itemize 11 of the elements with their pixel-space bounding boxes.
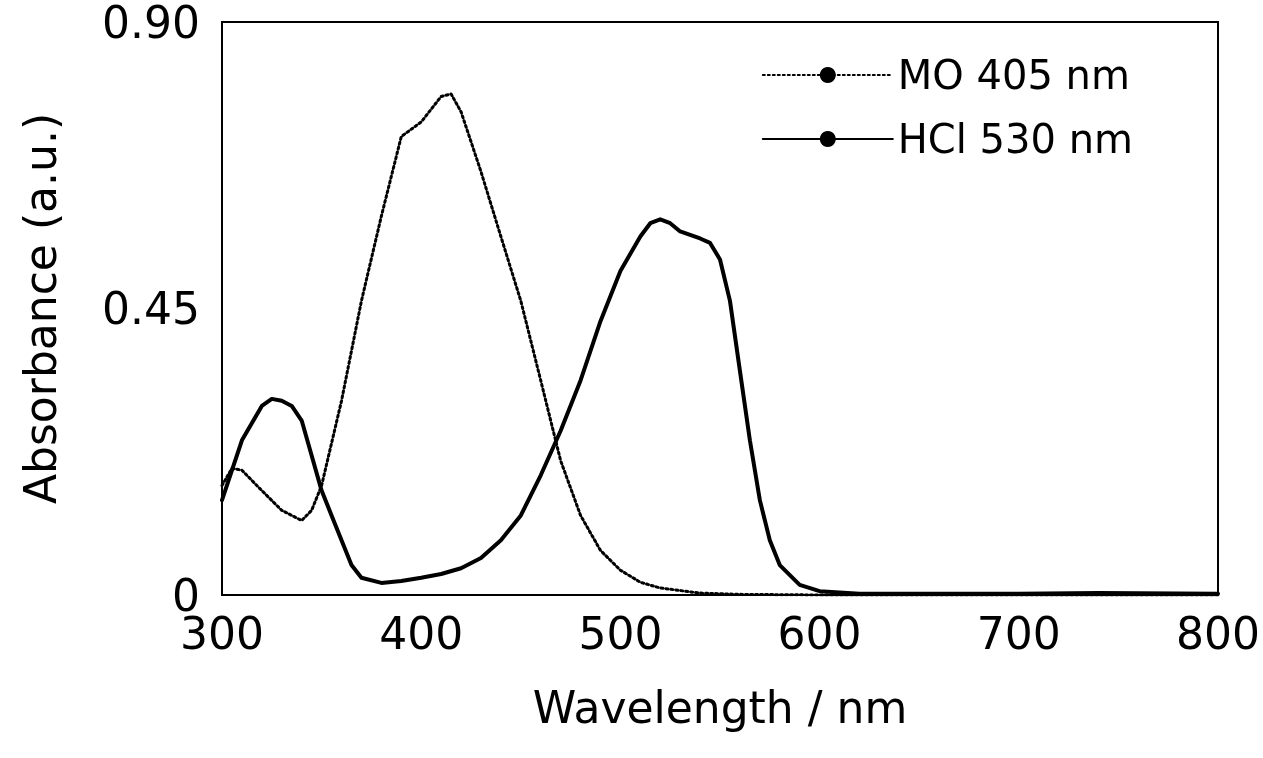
y-axis-title: Absorbance (a.u.)	[14, 112, 66, 505]
x-tick-label: 400	[379, 607, 464, 659]
x-axis-title: Wavelength / nm	[532, 681, 908, 733]
legend-label: HCl 530 nm	[897, 116, 1133, 162]
x-tick-label: 700	[976, 607, 1061, 659]
x-tick-label: 600	[777, 607, 862, 659]
x-tick-label: 800	[1176, 607, 1260, 659]
y-tick-label: 0.45	[102, 283, 200, 334]
x-tick-label: 500	[578, 607, 663, 659]
legend-label: MO 405 nm	[897, 52, 1130, 98]
y-tick-label: 0.90	[102, 0, 200, 48]
